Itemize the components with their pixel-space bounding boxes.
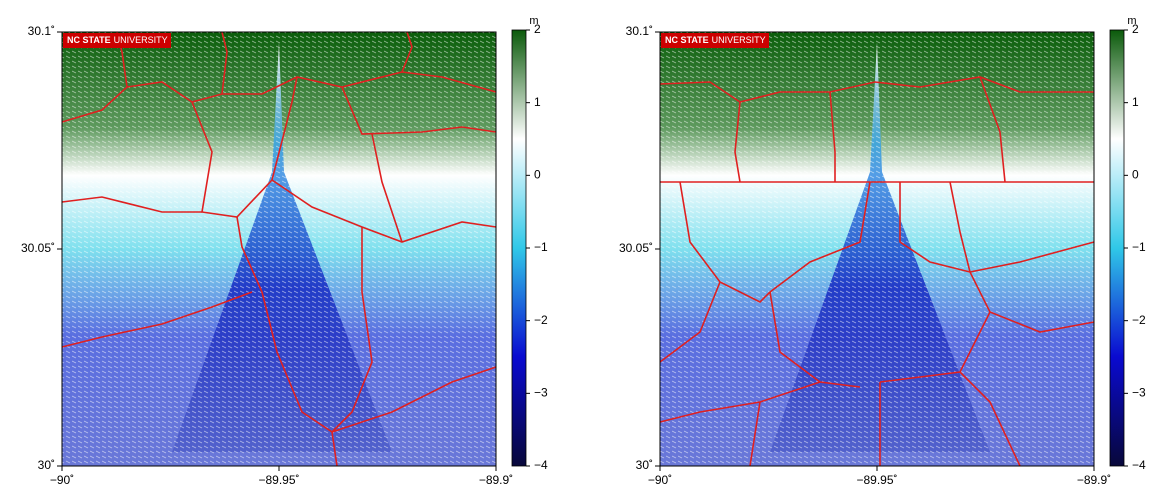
colorbar-tick-label: −1	[1132, 240, 1146, 254]
y-tick-label: 30.05˚	[21, 241, 55, 255]
partition-boundary	[401, 31, 413, 73]
partition-boundary	[61, 196, 202, 213]
y-tick-label: 30˚	[38, 458, 55, 472]
colorbar-tick-label: −3	[1132, 386, 1146, 400]
colorbar-tick-label: −2	[1132, 313, 1146, 327]
partition-boundary	[769, 291, 861, 388]
partition-boundary	[829, 91, 836, 182]
x-tick-label: −90˚	[50, 473, 74, 487]
partition-boundary	[659, 76, 1094, 103]
partition-boundary	[979, 76, 1006, 183]
partition-boundary	[221, 31, 228, 95]
colorbar-tick-label: −4	[1132, 458, 1146, 472]
x-tick-label: −89.9˚	[479, 473, 513, 487]
partition-boundary	[959, 371, 1021, 467]
logo: NC STATE UNIVERSITY	[67, 35, 168, 45]
x-tick-label: −89.95˚	[856, 473, 897, 487]
partition-boundary	[61, 291, 253, 348]
colorbar-label: m	[1127, 15, 1136, 27]
y-tick-label: 30.1˚	[28, 24, 55, 38]
partition-boundary	[659, 281, 721, 363]
logo-box	[63, 33, 171, 48]
partition-boundary	[769, 181, 871, 293]
colorbar-tick-label: 1	[1132, 95, 1139, 109]
partition-boundary	[371, 133, 403, 243]
map-panel: NC STATE UNIVERSITY −90˚ −89.95˚ −89.9˚ 30˚ 30…	[21, 15, 548, 487]
colorbar-tick-label: −2	[534, 313, 548, 327]
partition-boundary	[331, 366, 497, 433]
x-tick-label: −89.95˚	[258, 473, 299, 487]
colorbar-tick-label: 2	[1132, 22, 1139, 36]
colorbar-tick-label: −4	[534, 458, 548, 472]
logo-text: UNIVERSITY	[712, 35, 766, 45]
partition-boundary	[271, 179, 497, 243]
partition-boundary	[659, 381, 821, 423]
mesh-texture	[660, 32, 1094, 466]
partition-boundary	[61, 71, 497, 123]
x-tick-label: −89.9˚	[1077, 473, 1111, 487]
x-tick-label: −90˚	[648, 473, 672, 487]
colorbar-tick-label: 0	[1132, 168, 1139, 182]
partition-boundary	[331, 227, 373, 433]
partition-boundary	[969, 241, 1095, 273]
map-panel: NC STATE UNIVERSITY −90˚ −89.95˚ −89.9˚ 30˚ 30…	[619, 15, 1146, 487]
y-tick-label: 30.05˚	[619, 241, 653, 255]
mesh-texture	[62, 32, 496, 466]
partition-boundary	[989, 311, 1095, 333]
partition-boundary	[949, 181, 971, 273]
colorbar	[1109, 29, 1125, 467]
logo-box	[661, 33, 769, 48]
partition-boundary	[341, 86, 497, 135]
y-tick-label: 30.1˚	[626, 24, 653, 38]
colorbar-tick-label: 0	[534, 168, 541, 182]
partition-boundary	[734, 101, 741, 183]
colorbar-tick-label: 2	[534, 22, 541, 36]
y-tick-label: 30˚	[636, 458, 653, 472]
logo-bold: NC STATE	[67, 35, 111, 45]
colorbar-tick-label: 1	[534, 95, 541, 109]
colorbar-tick-label: −3	[534, 386, 548, 400]
colorbar-label: m	[529, 15, 538, 27]
colorbar-tick-label: −1	[534, 240, 548, 254]
logo-bold: NC STATE	[665, 35, 709, 45]
logo-text: UNIVERSITY	[114, 35, 168, 45]
colorbar	[511, 29, 527, 467]
logo: NC STATE UNIVERSITY	[665, 35, 766, 45]
partition-boundary	[749, 401, 761, 467]
